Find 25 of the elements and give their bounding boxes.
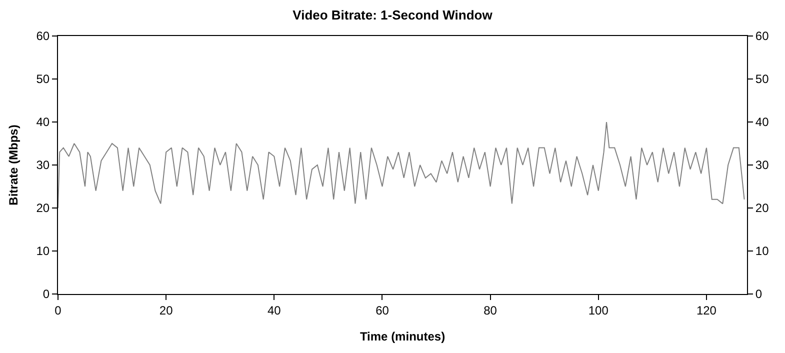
y2-tick-label: 50: [755, 72, 770, 86]
y2-tick-label: 20: [755, 201, 770, 216]
y-tick-label: 40: [36, 115, 50, 130]
y-tick-label: 20: [36, 201, 50, 216]
x-tick-label: 0: [54, 303, 62, 318]
x-tick-label: 60: [376, 303, 390, 318]
y-axis-title: Bitrate (Mbps): [6, 124, 21, 206]
y2-tick-label: 40: [755, 115, 770, 130]
y-tick-label: 50: [36, 72, 50, 86]
y2-tick-label: 10: [755, 244, 770, 258]
y-tick-label: 10: [36, 244, 50, 258]
x-tick-label: 120: [696, 303, 717, 318]
x-tick-label: 100: [588, 303, 609, 318]
x-tick-label: 80: [484, 303, 498, 318]
line-series: [58, 122, 745, 208]
chart-title: Video Bitrate: 1-Second Window: [292, 8, 494, 23]
y2-tick-label: 0: [755, 287, 762, 302]
y-tick-label: 0: [42, 287, 50, 302]
y2-tick-label: 60: [755, 29, 770, 44]
x-axis-title: Time (minutes): [360, 329, 446, 344]
x-tick-label: 20: [159, 303, 174, 318]
y2-tick-label: 30: [755, 158, 770, 172]
y-tick-label: 30: [36, 158, 50, 172]
y-tick-label: 60: [36, 29, 50, 44]
x-tick-label: 40: [267, 303, 282, 318]
